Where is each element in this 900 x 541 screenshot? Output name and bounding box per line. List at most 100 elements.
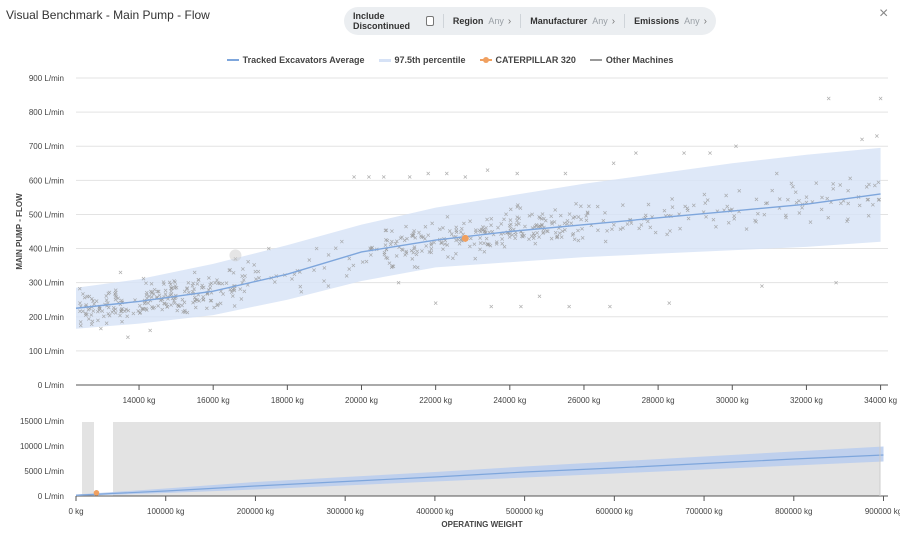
y-axis-title: MAIN PUMP - FLOW [15,193,24,270]
scatter-point [220,281,225,286]
scatter-point [846,217,850,222]
scatter-point [502,244,507,249]
caterpillar-320-point [461,234,469,242]
scatter-point [489,223,493,228]
legend-line-swatch [226,59,239,61]
manufacturer-filter[interactable]: Manufacturer Any › [520,14,624,28]
legend-item-average[interactable]: Tracked Excavators Average [226,55,365,65]
scatter-point [611,222,616,227]
scatter-point [426,233,431,238]
scatter-point [193,305,198,310]
scatter-point [229,290,234,294]
scatter-point [78,309,82,314]
scatter-point [682,151,686,155]
scatter-point [106,311,111,316]
navigator-x-tick-label: 0 kg [68,507,83,516]
scatter-point [670,197,674,201]
scatter-point [430,221,435,226]
scatter-point [653,230,658,235]
scatter-point [118,270,123,275]
scatter-point [186,280,191,285]
include-discontinued-checkbox[interactable] [425,16,434,26]
scatter-point [517,216,522,221]
scatter-point [77,286,82,291]
emissions-filter[interactable]: Emissions Any › [624,14,716,28]
scatter-point [825,196,830,201]
scatter-point [157,293,162,298]
scatter-point [538,224,543,229]
y-tick-label: 500 L/min [29,210,64,219]
scatter-point [686,216,691,221]
region-filter[interactable]: Region Any › [442,14,520,28]
scatter-point [182,289,187,294]
scatter-point [494,242,499,246]
scatter-point [670,205,675,209]
close-icon[interactable]: × [879,5,889,22]
scatter-point [175,308,180,313]
scatter-point [866,197,871,202]
scatter-point [122,309,127,314]
filter-bar: Include Discontinued Region Any › Manufa… [344,7,716,35]
scatter-point [875,134,879,138]
scatter-point [451,256,455,261]
scatter-point [584,214,589,218]
filter-label: Region [452,16,484,26]
scatter-point [162,282,166,286]
scatter-point [168,282,173,287]
scatter-point [339,239,344,244]
scatter-point [167,280,172,285]
scatter-point [78,320,83,324]
scatter-point [567,212,572,216]
scatter-point [418,234,423,238]
scatter-point [755,211,760,216]
scatter-point [409,248,414,253]
scatter-point [240,274,245,278]
scatter-point [479,227,484,232]
scatter-point [195,282,200,286]
scatter-point [252,263,257,267]
scatter-point [272,280,277,284]
scatter-point [485,217,489,222]
scatter-point [182,308,187,313]
scatter-point [199,285,204,290]
include-discontinued-toggle[interactable]: Include Discontinued [344,11,443,31]
scatter-point [558,213,563,218]
scatter-point [508,218,513,222]
scatter-point [826,215,831,220]
scatter-point [99,326,103,331]
scatter-point [555,234,560,239]
scatter-point [846,188,850,193]
scatter-point [820,195,824,200]
y-tick-label: 300 L/min [29,279,64,288]
y-tick-label: 600 L/min [29,176,64,185]
legend-item-caterpillar[interactable]: CATERPILLAR 320 [479,55,576,65]
scatter-point [500,237,504,241]
scatter-point [87,306,92,311]
scatter-point [744,227,749,231]
scatter-point [553,208,558,212]
scatter-point [540,222,544,227]
navigator-x-tick-label: 500000 kg [506,507,543,516]
y-tick-label: 800 L/min [29,108,64,117]
scatter-point [172,299,176,303]
legend-item-percentile[interactable]: 97.5th percentile [378,55,466,65]
scatter-point [141,276,146,281]
scatter-point [383,228,388,233]
scatter-point [326,284,331,288]
scatter-point [412,247,417,251]
scatter-point [116,296,121,301]
scatter-point [442,242,447,247]
scatter-point [665,232,669,237]
scatter-point [437,227,442,232]
scatter-point [290,277,294,281]
scatter-point [585,211,590,216]
scatter-point [156,304,161,308]
y-tick-label: 700 L/min [29,142,64,151]
scatter-point [163,292,168,296]
scatter-point [508,226,513,231]
legend-item-other-machines[interactable]: Other Machines [589,55,673,65]
scatter-point [625,222,630,226]
scatter-point [732,216,737,221]
scatter-point [639,223,644,227]
